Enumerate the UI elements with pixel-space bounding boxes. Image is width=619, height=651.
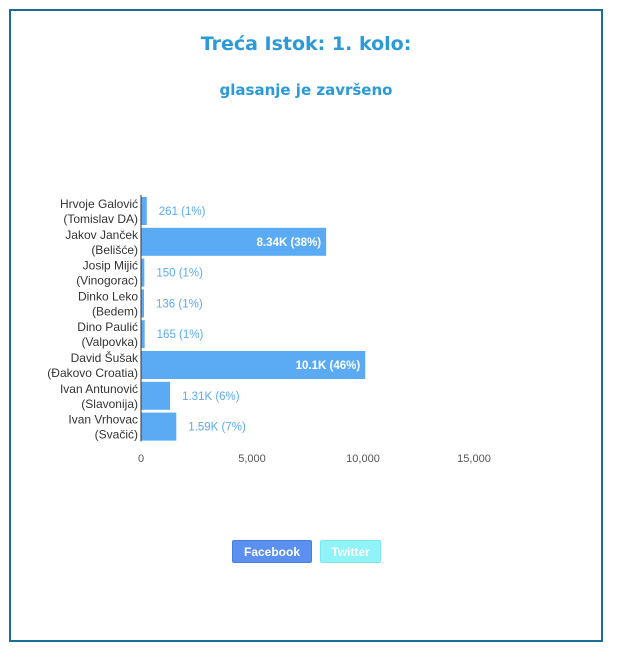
poll-frame: Treća Istok: 1. kolo: glasanje je završe…	[9, 9, 603, 642]
poll-title: Treća Istok: 1. kolo:	[200, 33, 412, 55]
facebook-share-button[interactable]: Facebook	[232, 540, 312, 563]
poll-status: glasanje je završeno	[219, 81, 393, 99]
twitter-share-button[interactable]: Twitter	[320, 540, 381, 563]
